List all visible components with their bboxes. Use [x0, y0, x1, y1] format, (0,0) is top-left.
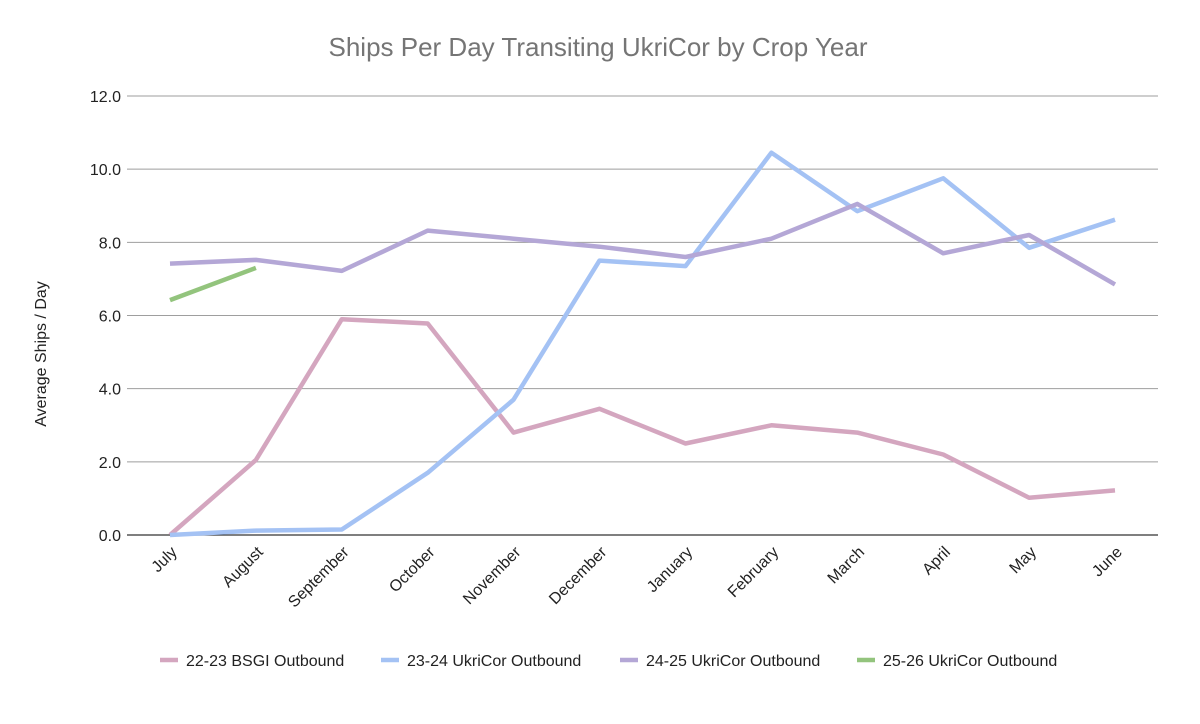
y-tick-label: 10.0 [90, 162, 121, 179]
y-tick-label: 2.0 [99, 455, 121, 472]
x-tick-label: September [285, 543, 353, 611]
legend-label: 22-23 BSGI Outbound [186, 653, 344, 670]
series-line [169, 201, 1117, 287]
x-tick-label: March [825, 544, 868, 587]
y-axis-label: Average Ships / Day [33, 281, 50, 427]
x-tick-label: November [460, 543, 525, 608]
chart-title: Ships Per Day Transiting UkriCor by Crop… [328, 32, 867, 62]
y-tick-label: 8.0 [99, 235, 121, 252]
legend-label: 23-24 UkriCor Outbound [407, 653, 581, 670]
x-tick-label: October [386, 543, 439, 596]
legend-label: 25-26 UkriCor Outbound [883, 653, 1057, 670]
x-tick-label: June [1089, 544, 1126, 581]
legend-label: 24-25 UkriCor Outbound [646, 653, 820, 670]
x-tick-label: December [546, 543, 611, 608]
series-lines [168, 150, 1117, 538]
y-axis-ticks: 0.0 2.0 4.0 6.0 8.0 10.0 12.0 [90, 89, 121, 545]
x-tick-label: April [919, 544, 954, 579]
x-tick-label: January [644, 544, 696, 596]
series-line [168, 316, 1116, 537]
x-tick-label: July [149, 544, 181, 576]
x-axis-ticks: July August September October November Decemb… [149, 543, 1126, 611]
x-tick-label: August [219, 543, 267, 591]
y-tick-label: 12.0 [90, 89, 121, 106]
y-tick-label: 4.0 [99, 382, 121, 399]
series-line [169, 150, 1116, 538]
series-line [169, 265, 257, 303]
x-tick-label: February [725, 544, 782, 601]
gridlines [127, 95, 1158, 536]
y-tick-label: 0.0 [99, 528, 121, 545]
y-tick-label: 6.0 [99, 309, 121, 326]
x-tick-label: May [1007, 544, 1040, 577]
legend: 22-23 BSGI Outbound 23-24 UkriCor Outboun… [160, 653, 1057, 670]
